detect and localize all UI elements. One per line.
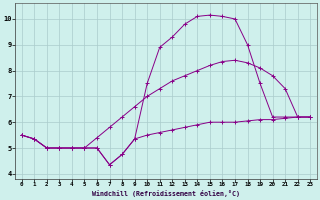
X-axis label: Windchill (Refroidissement éolien,°C): Windchill (Refroidissement éolien,°C) [92, 190, 240, 197]
